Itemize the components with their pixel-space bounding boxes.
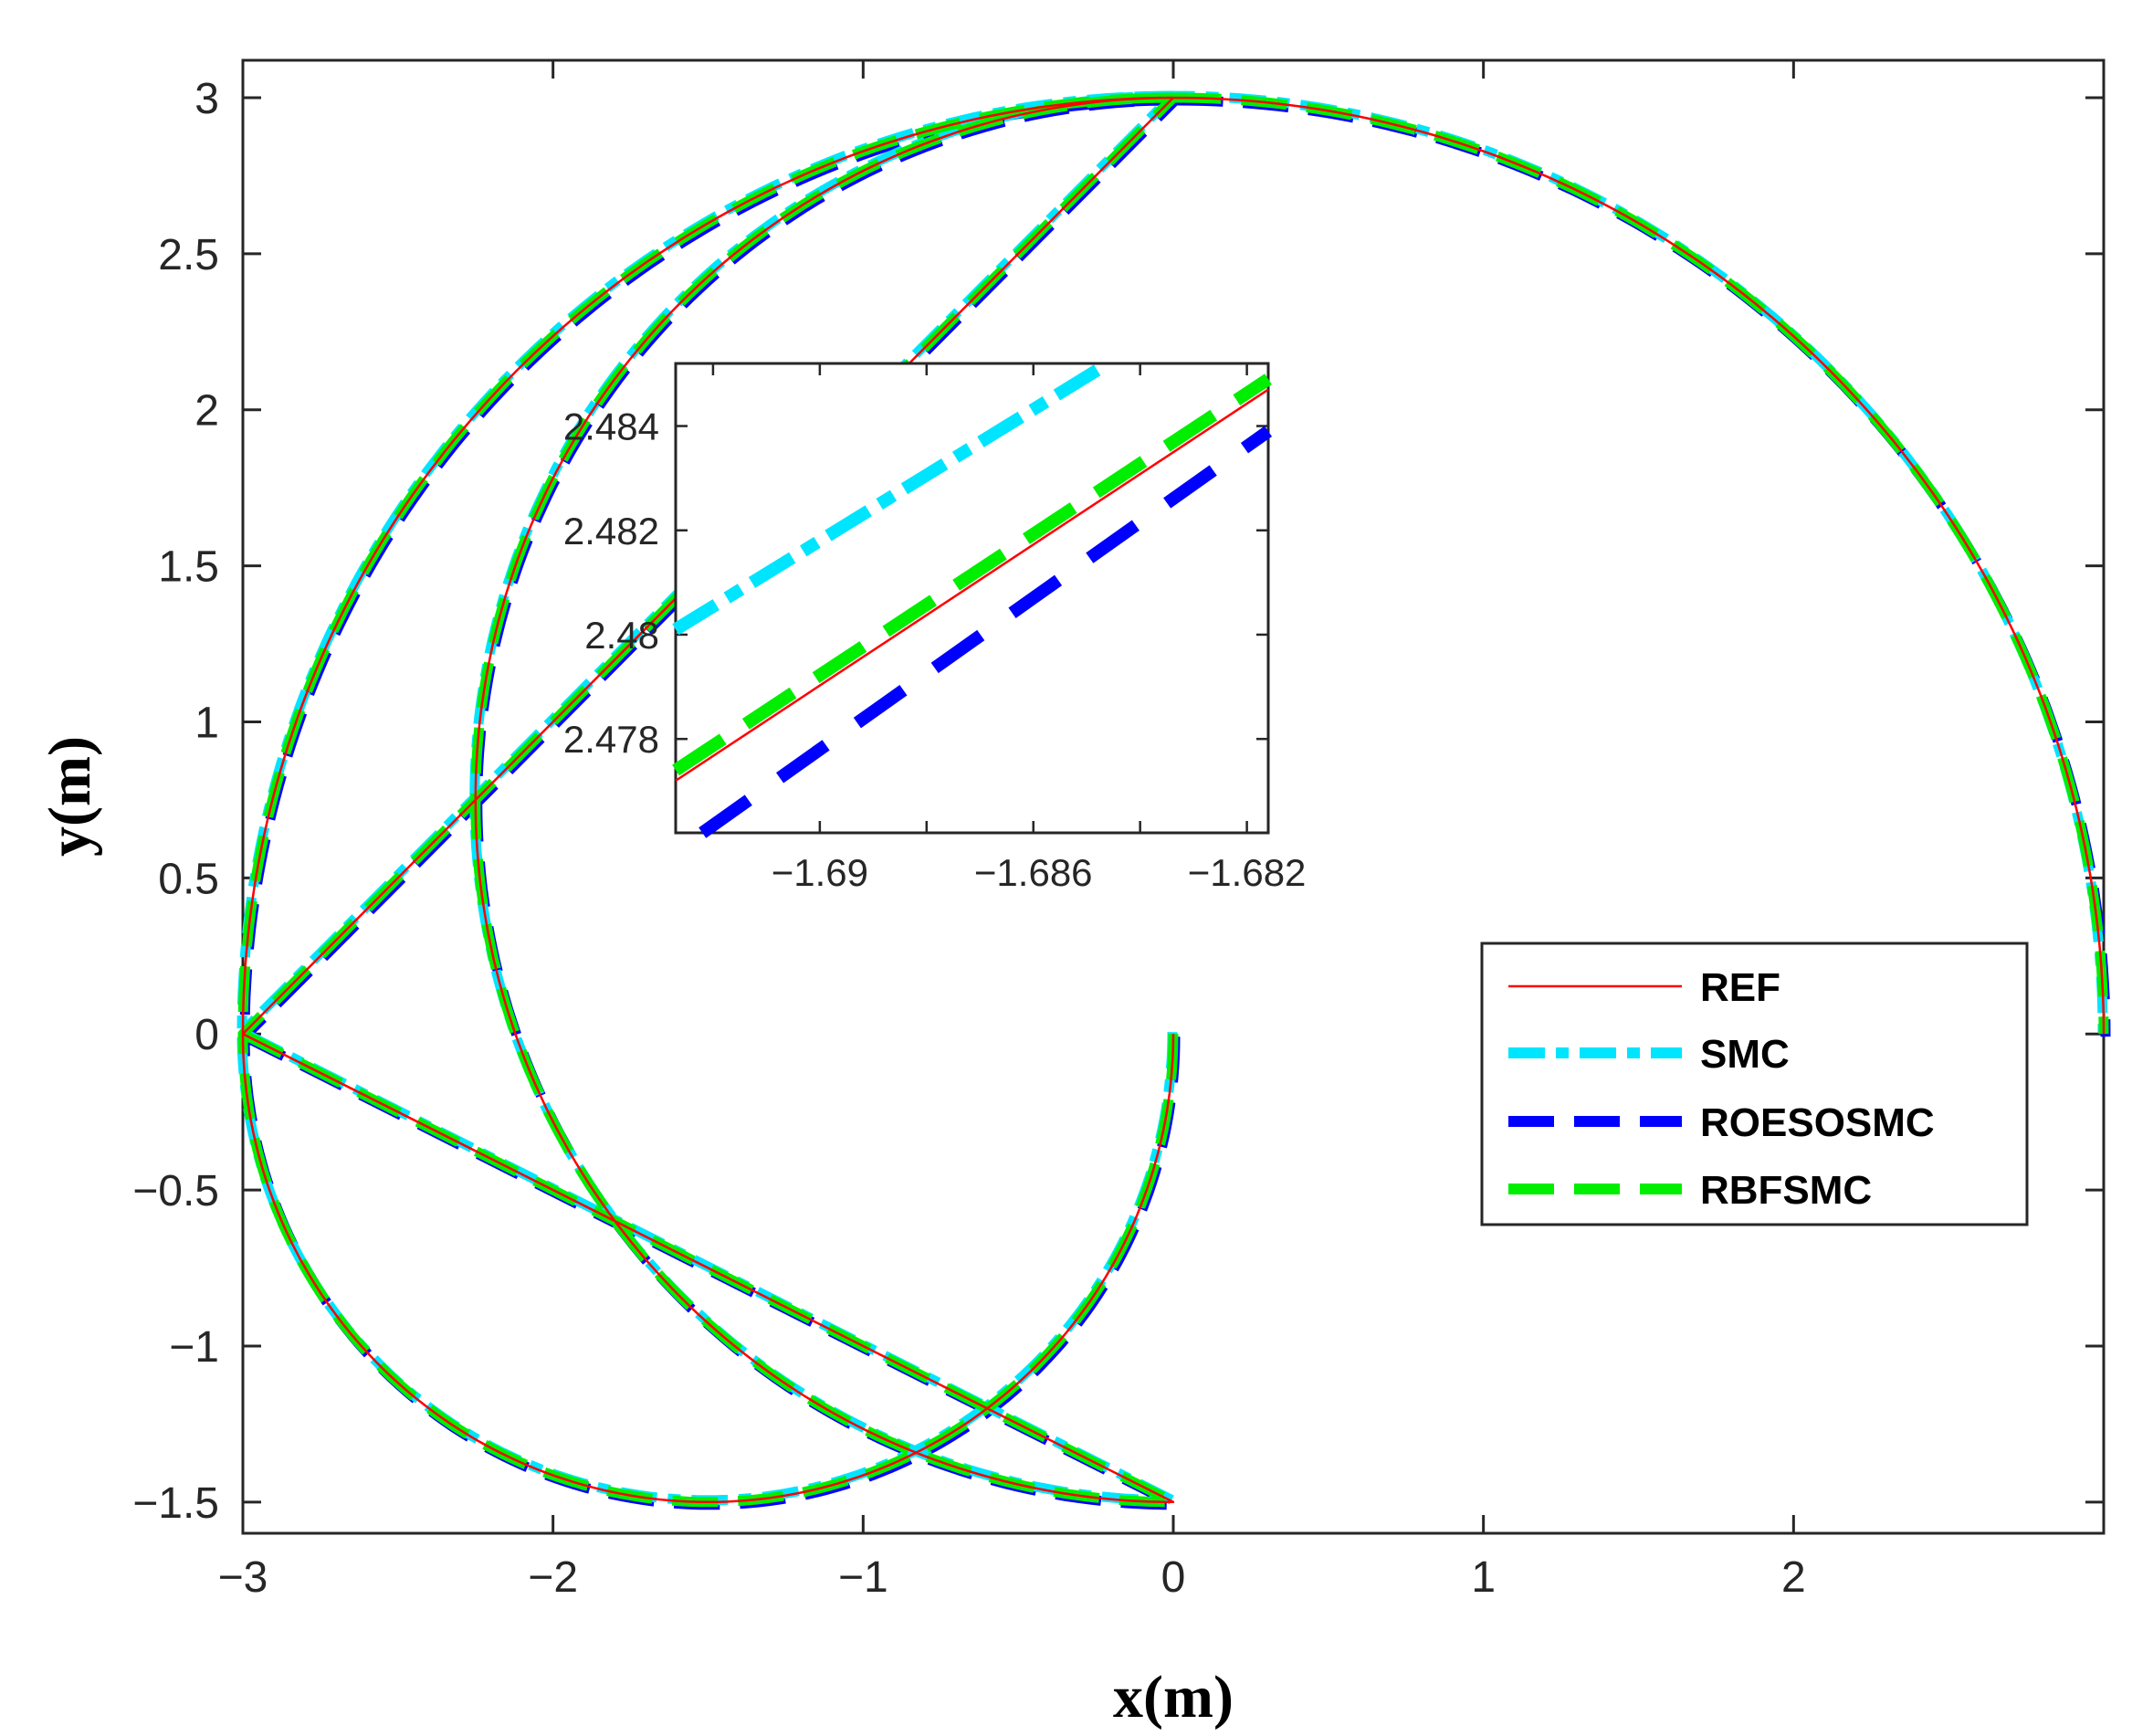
main-axis-ticks bbox=[241, 60, 2104, 1533]
inset-series-line-ref bbox=[675, 388, 1269, 782]
inset-x-tick-label: −1.686 bbox=[974, 851, 1093, 894]
inset-series-line-rbfsmc bbox=[672, 374, 1272, 776]
x-tick-label: −3 bbox=[218, 1553, 268, 1602]
y-tick-label: 0.5 bbox=[158, 855, 219, 903]
inset-series-line-smc bbox=[672, 358, 1112, 636]
y-tick-label: −1.5 bbox=[132, 1479, 219, 1528]
inset-y-tick-label: 2.484 bbox=[563, 405, 659, 448]
legend-box bbox=[1480, 942, 2029, 1226]
inset-y-tick-label: 2.482 bbox=[563, 510, 659, 552]
x-tick-label: 1 bbox=[1471, 1553, 1496, 1602]
y-tick-label: −0.5 bbox=[132, 1167, 219, 1215]
inset-series-line-roesosmc bbox=[698, 426, 1273, 838]
y-tick-label: 2 bbox=[194, 387, 219, 436]
y-tick-label: 2.5 bbox=[158, 231, 219, 279]
x-tick-label: −1 bbox=[838, 1553, 888, 1602]
x-tick-label: 0 bbox=[1161, 1553, 1186, 1602]
y-axis-title: y(m) bbox=[37, 736, 103, 857]
y-tick-label: 1 bbox=[194, 699, 219, 747]
inset-x-tick-label: −1.682 bbox=[1188, 851, 1307, 894]
y-tick-label: −1 bbox=[169, 1323, 219, 1372]
y-tick-label: 3 bbox=[194, 75, 219, 123]
main-axis-tick-labels: −3 −2 −1 0 1 2 −1.5 −1 −0.5 0 0.5 1 1.5 2 2.5 3 bbox=[132, 75, 1805, 1602]
legend: REF SMC ROESOSMC RBFSMC bbox=[1480, 942, 2029, 1226]
y-tick-label: 1.5 bbox=[158, 543, 219, 592]
y-tick-label: 0 bbox=[194, 1011, 219, 1059]
inset-y-tick-label: 2.48 bbox=[584, 614, 659, 657]
main-series-group bbox=[236, 90, 2111, 1510]
x-tick-label: 2 bbox=[1781, 1553, 1806, 1602]
legend-label-ref: REF bbox=[1700, 965, 1780, 1010]
legend-label-rbfsmc: RBFSMC bbox=[1700, 1168, 1872, 1213]
legend-label-roesosmc: ROESOSMC bbox=[1700, 1100, 1935, 1145]
x-tick-label: −2 bbox=[528, 1553, 578, 1602]
x-axis-title: x(m) bbox=[1113, 1664, 1234, 1731]
series-line-ref bbox=[241, 96, 2106, 1504]
legend-label-smc: SMC bbox=[1700, 1032, 1790, 1077]
inset-axis-tick-labels: −1.69 −1.686 −1.682 2.478 2.48 2.482 2.484 bbox=[563, 405, 1307, 894]
inset-y-tick-label: 2.478 bbox=[563, 718, 659, 761]
inset-x-tick-label: −1.69 bbox=[772, 851, 868, 894]
inset-series-group bbox=[672, 358, 1273, 838]
